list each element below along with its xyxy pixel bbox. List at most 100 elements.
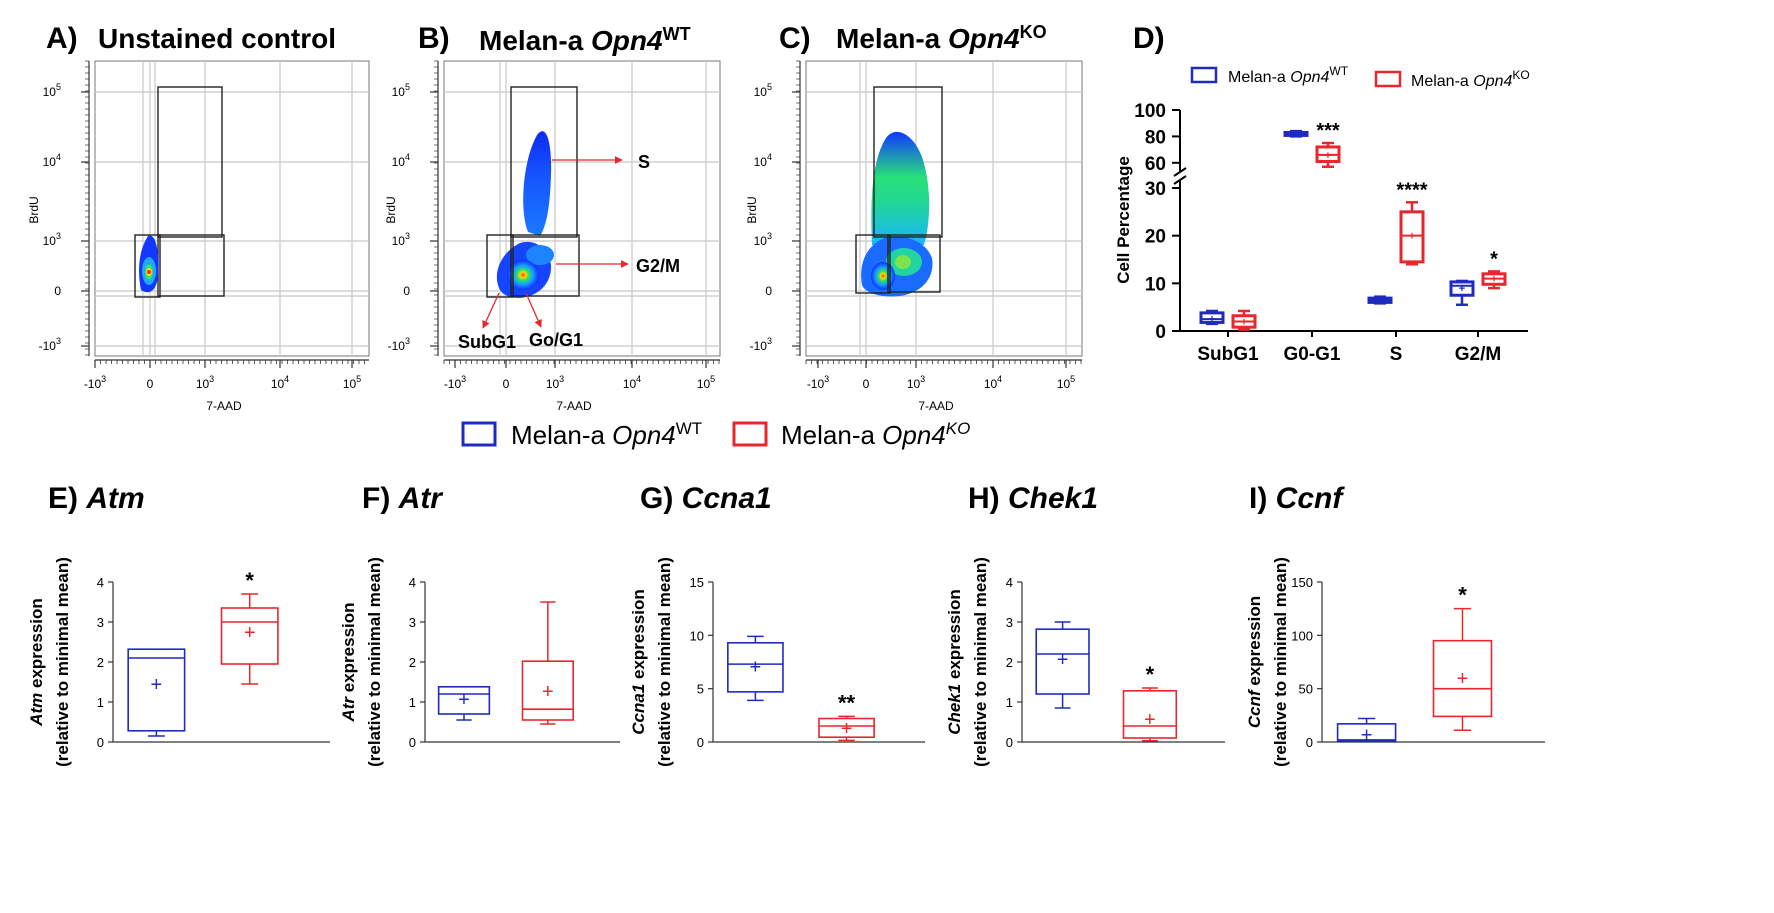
- tick-exp: 4: [767, 152, 772, 162]
- significance-label: *: [1146, 662, 1155, 687]
- x-tick-label: S: [1390, 344, 1403, 365]
- panel-title: H) Chek1: [968, 482, 1098, 515]
- axis-break-mark: [1173, 175, 1187, 185]
- x-tick-label: 103: [546, 374, 564, 391]
- tick-base: 0: [765, 284, 772, 298]
- box-wt: +: [1035, 621, 1090, 709]
- gene-italic: Ccna1: [629, 684, 648, 735]
- flow-panel-b: B) Melan-a Opn4WT S G2/M SubG1 Go/G1: [418, 22, 721, 357]
- gate-arrows: [482, 156, 629, 329]
- box: [1399, 210, 1425, 264]
- y-tick-label: 2: [1006, 655, 1013, 670]
- axis-break-mark: [1173, 167, 1187, 177]
- tick-exp: 3: [101, 374, 106, 384]
- significance-label: ***: [1316, 120, 1340, 142]
- box-ko: +: [220, 593, 279, 685]
- y-tick-label: -103: [39, 336, 61, 353]
- box: [1199, 311, 1225, 324]
- y-tick-label: 1: [409, 695, 416, 710]
- tick-base: 10: [754, 234, 768, 248]
- plot-frame: [443, 60, 721, 357]
- box: [127, 648, 186, 732]
- plot-frame: [805, 60, 1083, 357]
- gene-name: Chek1: [1008, 482, 1098, 515]
- tick-base: -10: [444, 377, 462, 391]
- x-tick-label: 0: [503, 377, 510, 391]
- label-rest: expression: [27, 598, 46, 693]
- tick-base: 10: [623, 377, 637, 391]
- grid: [444, 61, 720, 356]
- y-tick-label: 10: [1145, 274, 1166, 295]
- tick-base: -10: [39, 339, 57, 353]
- y-tick-label: 0: [765, 284, 772, 298]
- cell-population: [861, 131, 933, 297]
- gene-italic: Chek1: [945, 684, 964, 735]
- mean-marker: +: [841, 718, 853, 740]
- tick-exp: 5: [1070, 374, 1075, 384]
- mean-marker: +: [244, 622, 256, 644]
- y-tick-label: -103: [388, 336, 410, 353]
- x-tick-label: 105: [1057, 374, 1075, 391]
- tick-exp: 3: [920, 374, 925, 384]
- tick-base: 10: [43, 85, 57, 99]
- box: [220, 607, 279, 665]
- tick-base: 0: [403, 284, 410, 298]
- box-wt: +: [1449, 279, 1475, 307]
- y-axis-label: BrdU: [27, 196, 41, 223]
- y-tick-label: 4: [97, 575, 104, 590]
- y-axis-label-2: (relative to minimal mean): [971, 557, 990, 767]
- y-axis-label: BrdU: [384, 196, 398, 223]
- y-tick-label: 104: [43, 152, 61, 169]
- label-rest: expression: [629, 589, 648, 684]
- gene-italic: Ccnf: [1245, 688, 1264, 728]
- box: [1336, 723, 1397, 742]
- box-ko: +: [1315, 141, 1341, 169]
- significance-label: ****: [1396, 179, 1427, 201]
- y-tick-label: 105: [392, 82, 410, 99]
- y-tick-label: 103: [43, 231, 61, 248]
- y-tick-label: 0: [1306, 735, 1313, 750]
- x-axis-label: 7-AAD: [206, 399, 242, 413]
- tick-base: 10: [343, 377, 357, 391]
- y-tick-label: 1: [97, 695, 104, 710]
- tick-base: 10: [392, 85, 406, 99]
- flow-axes: -103 0 103 104 1057-AAD1051041030-103BrdU-10…: [27, 60, 1082, 413]
- panel-d: D) Melan-a Opn4WT Melan-a Opn4KO Cell Pe…: [1114, 22, 1530, 365]
- y-tick-label: 3: [97, 615, 104, 630]
- tick-exp: 3: [824, 374, 829, 384]
- gene-italic: Atm: [27, 693, 46, 727]
- y-tick-label: 15: [690, 575, 704, 590]
- panel-title: Melan-a Opn4KO: [836, 22, 1047, 54]
- mean-marker: +: [1459, 283, 1465, 295]
- y-tick-label: 105: [43, 82, 61, 99]
- legend-label-ko: Melan-a Opn4KO: [1411, 68, 1530, 90]
- box-wt: +: [1336, 717, 1397, 747]
- x-tick-label: 0: [147, 377, 154, 391]
- significance-label: *: [1490, 248, 1498, 270]
- tick-exp: 4: [405, 152, 410, 162]
- tick-base: 10: [43, 234, 57, 248]
- legend-label-ko: Melan-a Opn4KO: [781, 419, 970, 450]
- panel-d-plot: 0 10 20 30 60 80 100 SubG1 + + G0-G1 + + *** S + + **** G2…: [1134, 101, 1528, 365]
- box-ko: +: [1122, 687, 1178, 742]
- x-axis-label: 7-AAD: [556, 399, 592, 413]
- tick-base: 0: [147, 377, 154, 391]
- panel-letter: G): [640, 482, 682, 515]
- gene-name: Ccna1: [682, 482, 772, 515]
- x-tick-label: 105: [697, 374, 715, 391]
- label-rest: expression: [339, 602, 358, 697]
- y-axis-label-2: (relative to minimal mean): [53, 557, 72, 767]
- x-tick-label: G2/M: [1455, 344, 1501, 365]
- y-axis-label: Atm expression: [27, 598, 46, 727]
- mean-marker: +: [1361, 725, 1373, 747]
- y-tick-label: 100: [1291, 628, 1313, 643]
- x-tick-label: G0-G1: [1283, 344, 1340, 365]
- y-tick-label: 20: [1145, 227, 1166, 248]
- gate-label-subg1: SubG1: [458, 332, 516, 352]
- flow-panel-a: A) Unstained control: [46, 22, 370, 357]
- y-axis-label: BrdU: [745, 196, 759, 223]
